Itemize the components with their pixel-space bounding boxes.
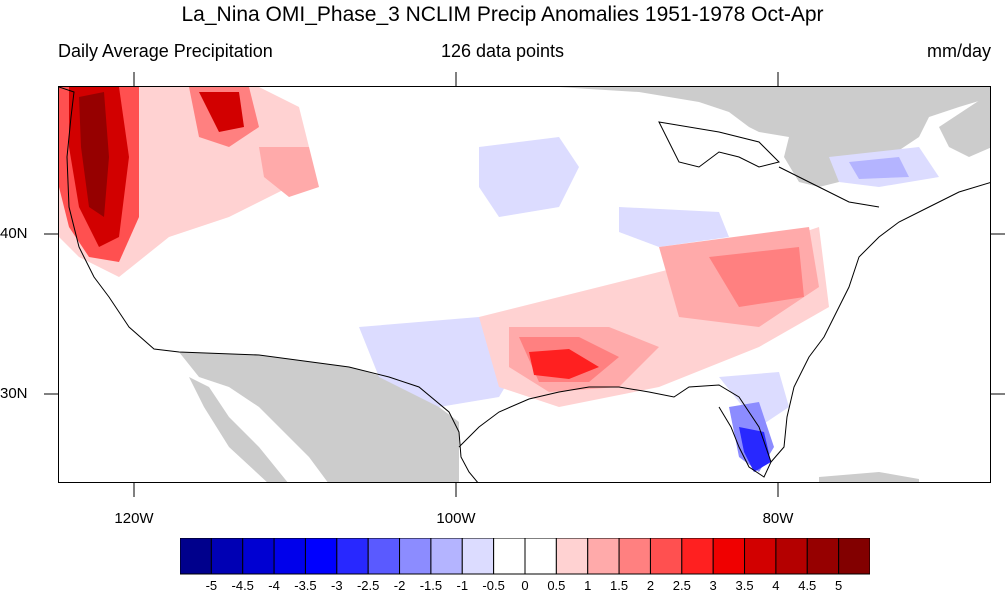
precip-anomaly-map [59, 87, 990, 482]
colorbar-tick-label: -1 [456, 578, 469, 593]
colorbar-tick-label: 1.5 [610, 578, 629, 593]
great-lakes [658, 121, 780, 168]
colorbar-swatch [618, 538, 651, 575]
cuba-land [819, 472, 919, 482]
colorbar-tick-label: -3 [331, 578, 343, 593]
colorbar-tick-label: 0 [521, 578, 529, 593]
lon-label-120w: 120W [114, 510, 154, 527]
colorbar-swatch [273, 538, 306, 575]
colorbar-tick-label: -5 [205, 578, 218, 593]
baja-land [189, 377, 288, 482]
colorbar-swatch [304, 538, 338, 575]
colorbar-swatch [649, 538, 683, 575]
colorbar-swatch [775, 538, 808, 575]
canada-east-land [939, 93, 990, 157]
colorbar-swatch [180, 538, 212, 575]
lat-label-40n: 40N [0, 225, 28, 242]
colorbar-tick-label: -2.5 [356, 578, 380, 593]
colorbar-swatch [744, 538, 777, 575]
canada-land [59, 87, 990, 187]
lon-label-80w: 80W [762, 510, 794, 527]
subtitle-units: mm/day [926, 41, 991, 61]
colorbar-tick-label: 0.5 [547, 578, 566, 593]
colorbar-labels: -5 -4.5 -4 -3.5 -3 -2.5 -2 -1.5 -1 -0.5 0 0.5 1 1.5 2 2… [180, 578, 870, 596]
colorbar-tick-label: -3.5 [294, 578, 317, 593]
colorbar-swatch [430, 538, 463, 575]
colorbar-tick-label: -2 [393, 578, 406, 593]
colorbar-tick-label: -4.5 [231, 578, 254, 593]
colorbar-tick-label: -0.5 [482, 578, 505, 593]
map-panel [58, 86, 991, 483]
subtitle-count: 126 data points [440, 41, 565, 61]
colorbar-tick-label: 4.5 [798, 578, 817, 593]
colorbar-swatch [555, 538, 589, 575]
colorbar-swatch [838, 538, 870, 575]
map-title: La_Nina OMI_Phase_3 NCLIM Precip Anomali… [181, 3, 824, 26]
colorbar-tick-label: -4 [268, 578, 280, 593]
colorbar-tick-label: 5 [835, 578, 843, 593]
lon-label-100w: 100W [436, 510, 476, 527]
colorbar-swatch [493, 538, 526, 575]
colorbar-swatch [210, 538, 244, 575]
colorbar-swatch [712, 538, 746, 575]
colorbar-swatch [367, 538, 401, 575]
lat-label-30n: 30N [0, 385, 28, 402]
state-line [778, 166, 880, 208]
colorbar-swatch [806, 538, 840, 575]
colorbar-swatch [242, 538, 275, 575]
us-outline [59, 87, 990, 482]
subtitle-variable: Daily Average Precipitation [58, 41, 273, 61]
colorbar-tick-label: -1.5 [419, 578, 443, 593]
colorbar [180, 538, 870, 575]
colorbar-swatch [399, 538, 432, 575]
colorbar-swatch [587, 538, 620, 575]
colorbar-swatch [336, 538, 369, 575]
colorbar-swatch [524, 538, 557, 575]
anomaly-fields [59, 87, 939, 472]
colorbar-tick-label: 3 [709, 578, 717, 593]
colorbar-tick-label: 4 [772, 578, 780, 593]
colorbar-tick-label: 1 [584, 578, 592, 593]
colorbar-tick-label: 2 [646, 578, 655, 593]
colorbar-swatch [461, 538, 495, 575]
colorbar-tick-label: 2.5 [672, 578, 691, 593]
colorbar-swatch [681, 538, 714, 575]
mexico-land [179, 352, 459, 482]
colorbar-tick-label: 3.5 [735, 578, 754, 593]
